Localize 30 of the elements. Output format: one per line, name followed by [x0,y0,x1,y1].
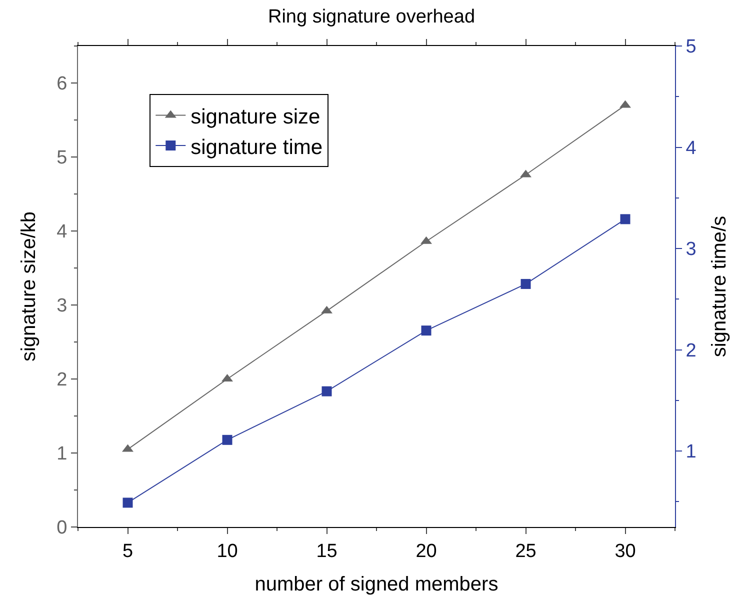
y-tick-label: 3 [56,296,68,317]
point [322,386,332,396]
legend-label: signature size [190,105,320,128]
y2-tick-label: 5 [686,36,696,58]
x-tick-label: 30 [614,540,636,562]
y-tick-label: 5 [56,148,68,169]
x-tick-label: 20 [416,540,437,562]
x-tick-label: 10 [216,540,238,562]
y2-tick-label: 2 [686,340,696,362]
point [520,278,531,289]
x-tick-label: 25 [515,540,536,562]
y-tick-label: 1 [56,444,68,465]
point [421,326,432,336]
point [222,434,232,445]
point [122,498,133,508]
point [620,214,630,224]
y-axis-title: signature size/kb [18,211,40,362]
y-tick-label: 2 [56,370,68,391]
x-tick-label: 15 [316,540,338,562]
y-tick-label: 4 [56,222,68,243]
legend-label: signature time [190,136,323,159]
chart-title: Ring signature overhead [268,6,476,28]
y2-axis-title: signature time/s [708,216,730,358]
y2-tick-label: 1 [686,442,696,463]
y2-tick-label: 3 [686,239,696,260]
x-axis-title: number of signed members [254,573,498,596]
y-tick-label: 6 [56,74,68,95]
y-tick-label: 0 [56,518,68,539]
y2-tick-label: 4 [686,138,697,159]
x-tick-label: 5 [122,540,134,562]
